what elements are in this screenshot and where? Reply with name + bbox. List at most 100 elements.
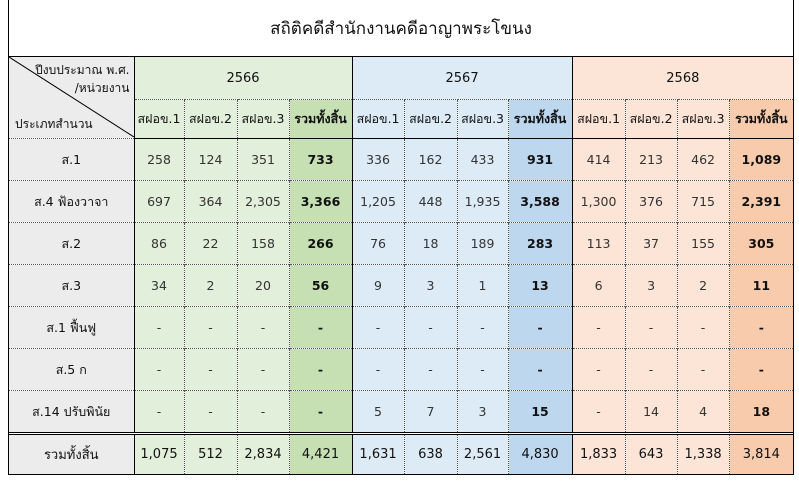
value-cell: 376 <box>624 180 678 223</box>
year-total-cell: 4,421 <box>288 432 353 475</box>
value-cell: - <box>456 348 509 391</box>
value-cell: - <box>183 390 237 434</box>
year-total-cell: 56 <box>288 264 353 307</box>
value-cell: 1,205 <box>351 180 405 223</box>
year-total-cell: 3,366 <box>288 180 353 223</box>
year-total-cell: 2,391 <box>728 180 794 223</box>
value-cell: 336 <box>351 138 405 181</box>
table-row: ส.14 ปรับพินัย - - - -5 7 3 15-14 4 18 <box>9 390 794 434</box>
subheader-2566-unit-2: สฝอข.2 <box>183 99 237 139</box>
row-label: ส.1 ฟื้นฟู <box>9 306 135 349</box>
value-cell: - <box>133 306 184 349</box>
value-cell: 715 <box>676 180 730 223</box>
value-cell: 512 <box>183 432 237 475</box>
year-total-cell: - <box>288 390 353 434</box>
subheader-2568-unit-2: สฝอข.2 <box>624 99 678 139</box>
value-cell: 414 <box>571 138 626 181</box>
year-total-cell: - <box>728 306 794 349</box>
value-cell: - <box>676 306 730 349</box>
subheader-2567-unit-1: สฝอข.1 <box>351 99 405 139</box>
value-cell: 2 <box>676 264 730 307</box>
value-cell: 3 <box>624 264 678 307</box>
subheader-2567-unit-3: สฝอข.3 <box>456 99 509 139</box>
value-cell: 638 <box>403 432 458 475</box>
table-row: ส.2 86 22 158 266 76 18 189 283 113 37 155 305 <box>9 222 794 265</box>
value-cell: 448 <box>403 180 458 223</box>
year-total-cell: 13 <box>507 264 573 307</box>
value-cell: 643 <box>624 432 678 475</box>
value-cell: 9 <box>351 264 405 307</box>
value-cell: - <box>133 390 184 434</box>
value-cell: 113 <box>571 222 626 265</box>
row-label: ส.2 <box>9 222 135 265</box>
value-cell: - <box>236 390 289 434</box>
value-cell: - <box>456 306 509 349</box>
year-total-cell: 733 <box>288 138 353 181</box>
stats-table: ปีงบประมาณ พ.ศ. /หน่วยงาน ประเภทสำนวน 25… <box>9 57 794 475</box>
value-cell: - <box>403 306 458 349</box>
subheader-2568-unit-3: สฝอข.3 <box>676 99 730 139</box>
value-cell: 4 <box>676 390 730 434</box>
subheader-2568-unit-1: สฝอข.1 <box>571 99 626 139</box>
value-cell: 462 <box>676 138 730 181</box>
value-cell: 34 <box>133 264 184 307</box>
value-cell: - <box>571 348 626 391</box>
value-cell: 76 <box>351 222 405 265</box>
value-cell: 3 <box>456 390 509 434</box>
year-total-cell: - <box>507 306 573 349</box>
year-total-cell: 18 <box>728 390 794 434</box>
value-cell: 189 <box>456 222 509 265</box>
total-row: รวมทั้งสิ้น 1,075 512 2,834 4,421 1,631 638 2,5… <box>9 432 794 475</box>
year-total-cell: - <box>507 348 573 391</box>
year-header-2568: 2568 <box>571 57 794 100</box>
year-total-cell: - <box>288 306 353 349</box>
value-cell: - <box>351 348 405 391</box>
page-title: สถิติคดีสำนักงานคดีอาญาพระโขนง <box>9 0 793 57</box>
value-cell: 3 <box>403 264 458 307</box>
value-cell: 697 <box>133 180 184 223</box>
value-cell: - <box>236 348 289 391</box>
value-cell: - <box>183 306 237 349</box>
value-cell: 258 <box>133 138 184 181</box>
value-cell: 213 <box>624 138 678 181</box>
year-total-cell: 283 <box>507 222 573 265</box>
year-total-cell: 11 <box>728 264 794 307</box>
value-cell: 1,338 <box>676 432 730 475</box>
table-row: ส.1 258 124 351 733 336 162 433 931 414 213 462 1,08… <box>9 138 794 181</box>
corner-header-cell: ปีงบประมาณ พ.ศ. /หน่วยงาน ประเภทสำนวน <box>9 57 135 139</box>
subheader-2566-unit-1: สฝอข.1 <box>133 99 184 139</box>
row-label: ส.3 <box>9 264 135 307</box>
value-cell: 2,834 <box>236 432 289 475</box>
corner-unit-label: /หน่วยงาน <box>74 81 130 95</box>
value-cell: 37 <box>624 222 678 265</box>
subheader-2566-unit-3: สฝอข.3 <box>236 99 289 139</box>
year-total-cell: 15 <box>507 390 573 434</box>
value-cell: 18 <box>403 222 458 265</box>
value-cell: 7 <box>403 390 458 434</box>
value-cell: 162 <box>403 138 458 181</box>
year-total-cell: 1,089 <box>728 138 794 181</box>
subheader-2567-unit-2: สฝอข.2 <box>403 99 458 139</box>
table-row: ส.1 ฟื้นฟู - - - - - - - - - - - - <box>9 306 794 349</box>
year-total-cell: - <box>728 348 794 391</box>
table-row: ส.3 34 2 20 56 9 3 1 13 6 3 2 11 <box>9 264 794 307</box>
table-row: ส.5 ก------------ <box>9 348 794 391</box>
value-cell: 5 <box>351 390 405 434</box>
value-cell: - <box>133 348 184 391</box>
value-cell: - <box>624 306 678 349</box>
value-cell: - <box>571 390 626 434</box>
year-header-2567: 2567 <box>351 57 573 100</box>
value-cell: 86 <box>133 222 184 265</box>
value-cell: - <box>624 348 678 391</box>
subheader-2567-total: รวมทั้งสิ้น <box>507 99 573 139</box>
row-label: รวมทั้งสิ้น <box>9 432 135 475</box>
value-cell: - <box>676 348 730 391</box>
row-label: ส.14 ปรับพินัย <box>9 390 135 434</box>
value-cell: 351 <box>236 138 289 181</box>
year-total-cell: 3,814 <box>728 432 794 475</box>
row-label: ส.1 <box>9 138 135 181</box>
value-cell: 1,935 <box>456 180 509 223</box>
table-row: ส.4 ฟ้องวาจา 697 364 2,305 3,366 1,205 448 1,93… <box>9 180 794 223</box>
value-cell: 2,561 <box>456 432 509 475</box>
value-cell: 1,075 <box>133 432 184 475</box>
